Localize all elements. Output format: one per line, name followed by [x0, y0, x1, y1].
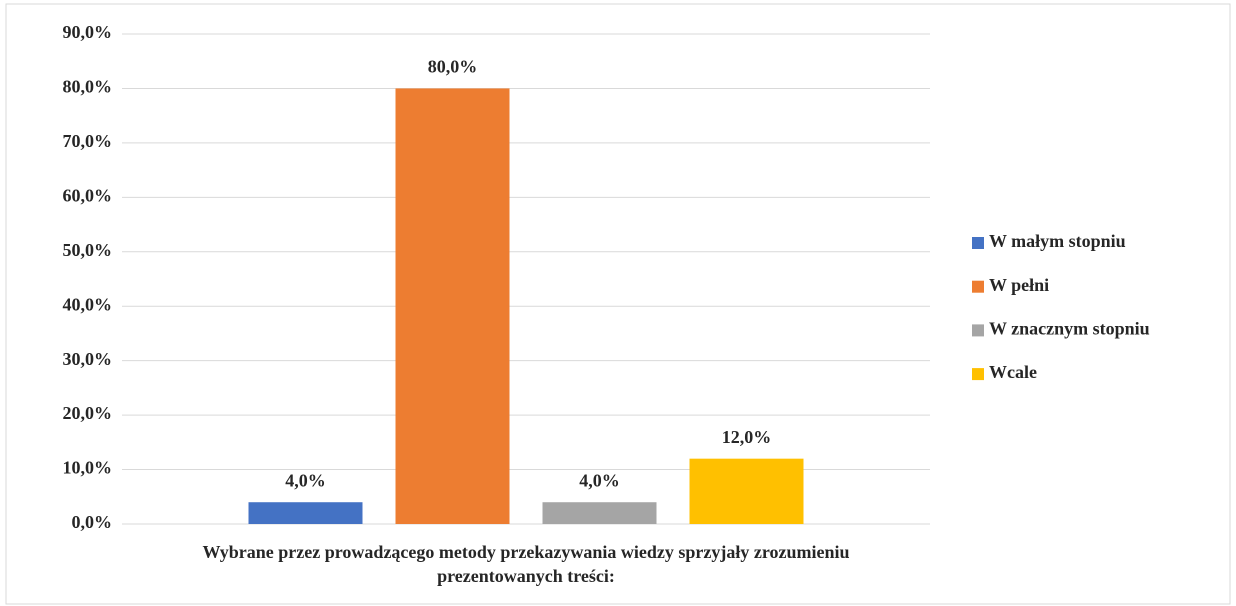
y-tick-label: 40,0% [63, 294, 113, 314]
data-label: 4,0% [285, 470, 326, 490]
bar [542, 502, 657, 524]
bar [689, 458, 804, 524]
y-tick-label: 10,0% [63, 458, 113, 478]
y-tick-label: 90,0% [63, 22, 113, 42]
data-label: 4,0% [579, 470, 620, 490]
legend-swatch [972, 237, 984, 249]
category-label: Wybrane przez prowadzącego metody przeka… [202, 542, 850, 586]
legend-label: Wcale [989, 362, 1037, 382]
legend-label: W znacznym stopniu [989, 319, 1150, 339]
y-tick-label: 60,0% [63, 185, 113, 205]
bar [248, 502, 363, 524]
y-tick-label: 50,0% [63, 240, 113, 260]
data-label: 80,0% [428, 57, 478, 77]
legend-swatch [972, 368, 984, 381]
y-tick-label: 80,0% [63, 77, 113, 97]
y-tick-label: 20,0% [63, 403, 113, 423]
y-tick-label: 70,0% [63, 131, 113, 151]
data-label: 12,0% [722, 427, 772, 447]
legend-swatch [972, 324, 984, 337]
legend-label: W małym stopniu [989, 231, 1126, 251]
legend-swatch [972, 280, 984, 293]
bar [395, 88, 510, 524]
y-tick-label: 30,0% [63, 349, 113, 369]
legend-label: W pełni [989, 275, 1049, 295]
y-tick-label: 0,0% [72, 512, 113, 532]
